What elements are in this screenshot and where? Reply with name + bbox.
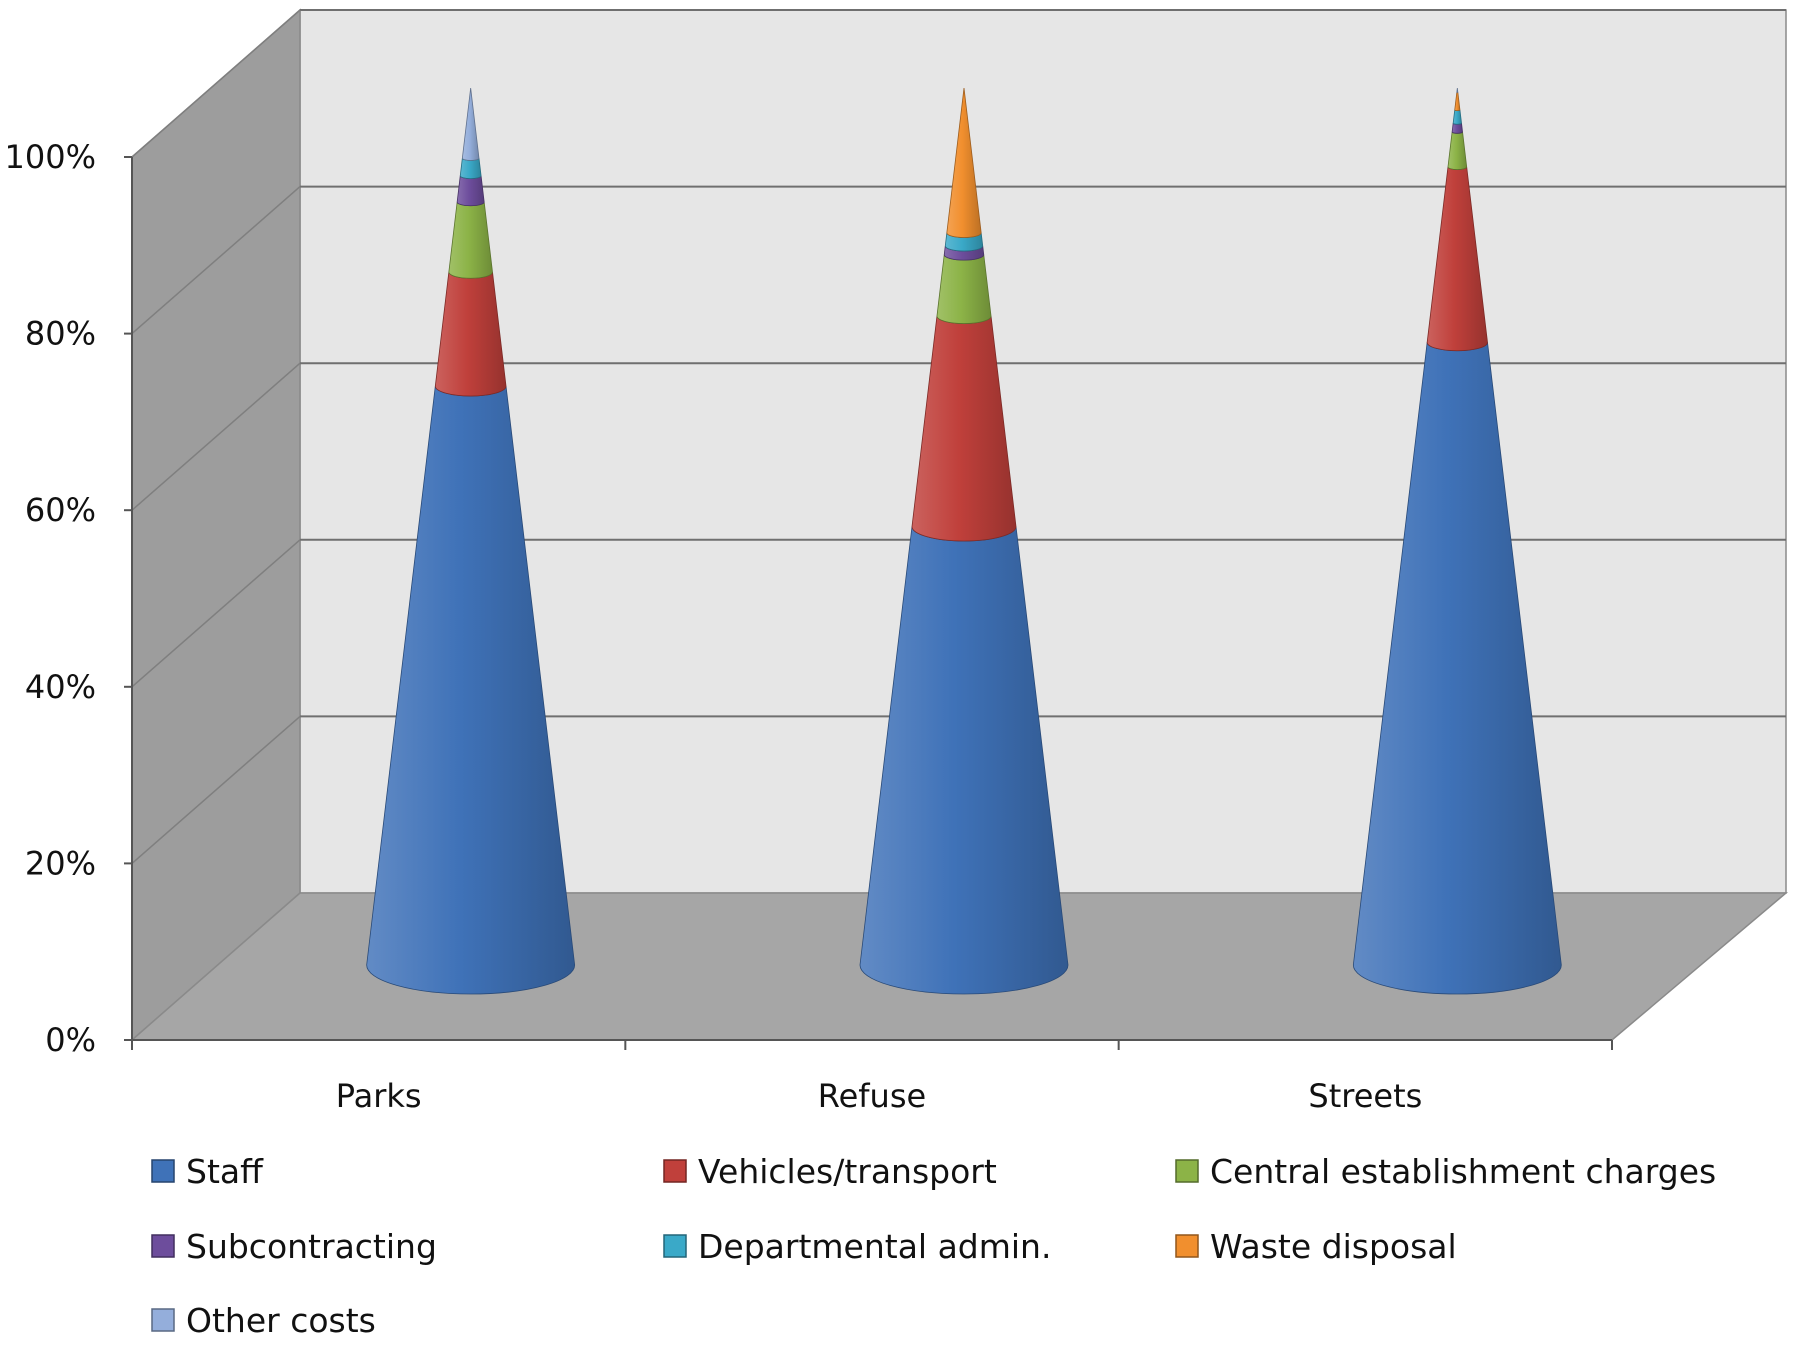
category-label: Refuse	[818, 1077, 926, 1115]
legend-swatch	[663, 1234, 687, 1258]
cone-segment-waste-disposal	[946, 87, 982, 238]
legend-label: Subcontracting	[186, 1227, 437, 1266]
legend-swatch	[151, 1234, 175, 1258]
y-tick-label: 0%	[45, 1021, 96, 1059]
legend-swatch	[663, 1159, 687, 1183]
cone-streets	[1352, 87, 1562, 995]
cone-segment-central-establishment-charges	[936, 254, 992, 324]
y-tick-label: 100%	[5, 138, 96, 176]
category-label: Parks	[336, 1077, 422, 1115]
cone-parks	[366, 87, 576, 995]
legend-label: Other costs	[186, 1301, 376, 1340]
value-axis: 0% 20% 40% 60% 80% 100%	[5, 138, 133, 1059]
legend-label: Waste disposal	[1210, 1227, 1457, 1266]
gridline-side	[131, 539, 301, 688]
cone-segment-departmental-admin	[1452, 109, 1462, 125]
legend-swatch	[1175, 1234, 1199, 1258]
legend: Staff Vehicles/transport Central establish…	[151, 1152, 1716, 1340]
category-axis: Parks Refuse Streets	[131, 1039, 1613, 1115]
legend-label: Central establishment charges	[1210, 1152, 1716, 1191]
legend-item: Departmental admin.	[663, 1227, 1051, 1266]
gridline-side	[131, 362, 301, 511]
cone-segment-other-costs	[461, 87, 480, 161]
legend-item: Vehicles/transport	[663, 1152, 997, 1191]
y-tick-label: 20%	[25, 844, 96, 882]
legend-label: Staff	[186, 1152, 264, 1191]
cone-segment-departmental-admin	[459, 157, 482, 179]
gridline-side	[131, 715, 301, 864]
legend-item: Subcontracting	[151, 1227, 437, 1266]
legend-item: Central establishment charges	[1175, 1152, 1716, 1191]
legend-item: Waste disposal	[1175, 1227, 1457, 1266]
gridline-side	[131, 186, 301, 335]
cone-segment-other-costs	[1456, 87, 1459, 93]
legend-item: Staff	[151, 1152, 264, 1191]
legend-swatch	[151, 1308, 175, 1332]
category-label: Streets	[1308, 1077, 1422, 1115]
legend-label: Departmental admin.	[698, 1227, 1051, 1266]
legend-swatch	[1175, 1159, 1199, 1183]
legend-label: Vehicles/transport	[698, 1152, 997, 1191]
cone-series	[366, 87, 1562, 995]
y-tick-label: 60%	[25, 491, 96, 529]
cone-refuse	[859, 87, 1069, 995]
legend-swatch	[151, 1159, 175, 1183]
gridline-side	[131, 9, 301, 158]
y-tick-label: 80%	[25, 315, 96, 353]
cone-segment-subcontracting	[456, 175, 485, 207]
y-tick-label: 40%	[25, 668, 96, 706]
legend-item: Other costs	[151, 1301, 376, 1340]
side-wall	[131, 8, 301, 1042]
gridlines	[131, 9, 1786, 864]
